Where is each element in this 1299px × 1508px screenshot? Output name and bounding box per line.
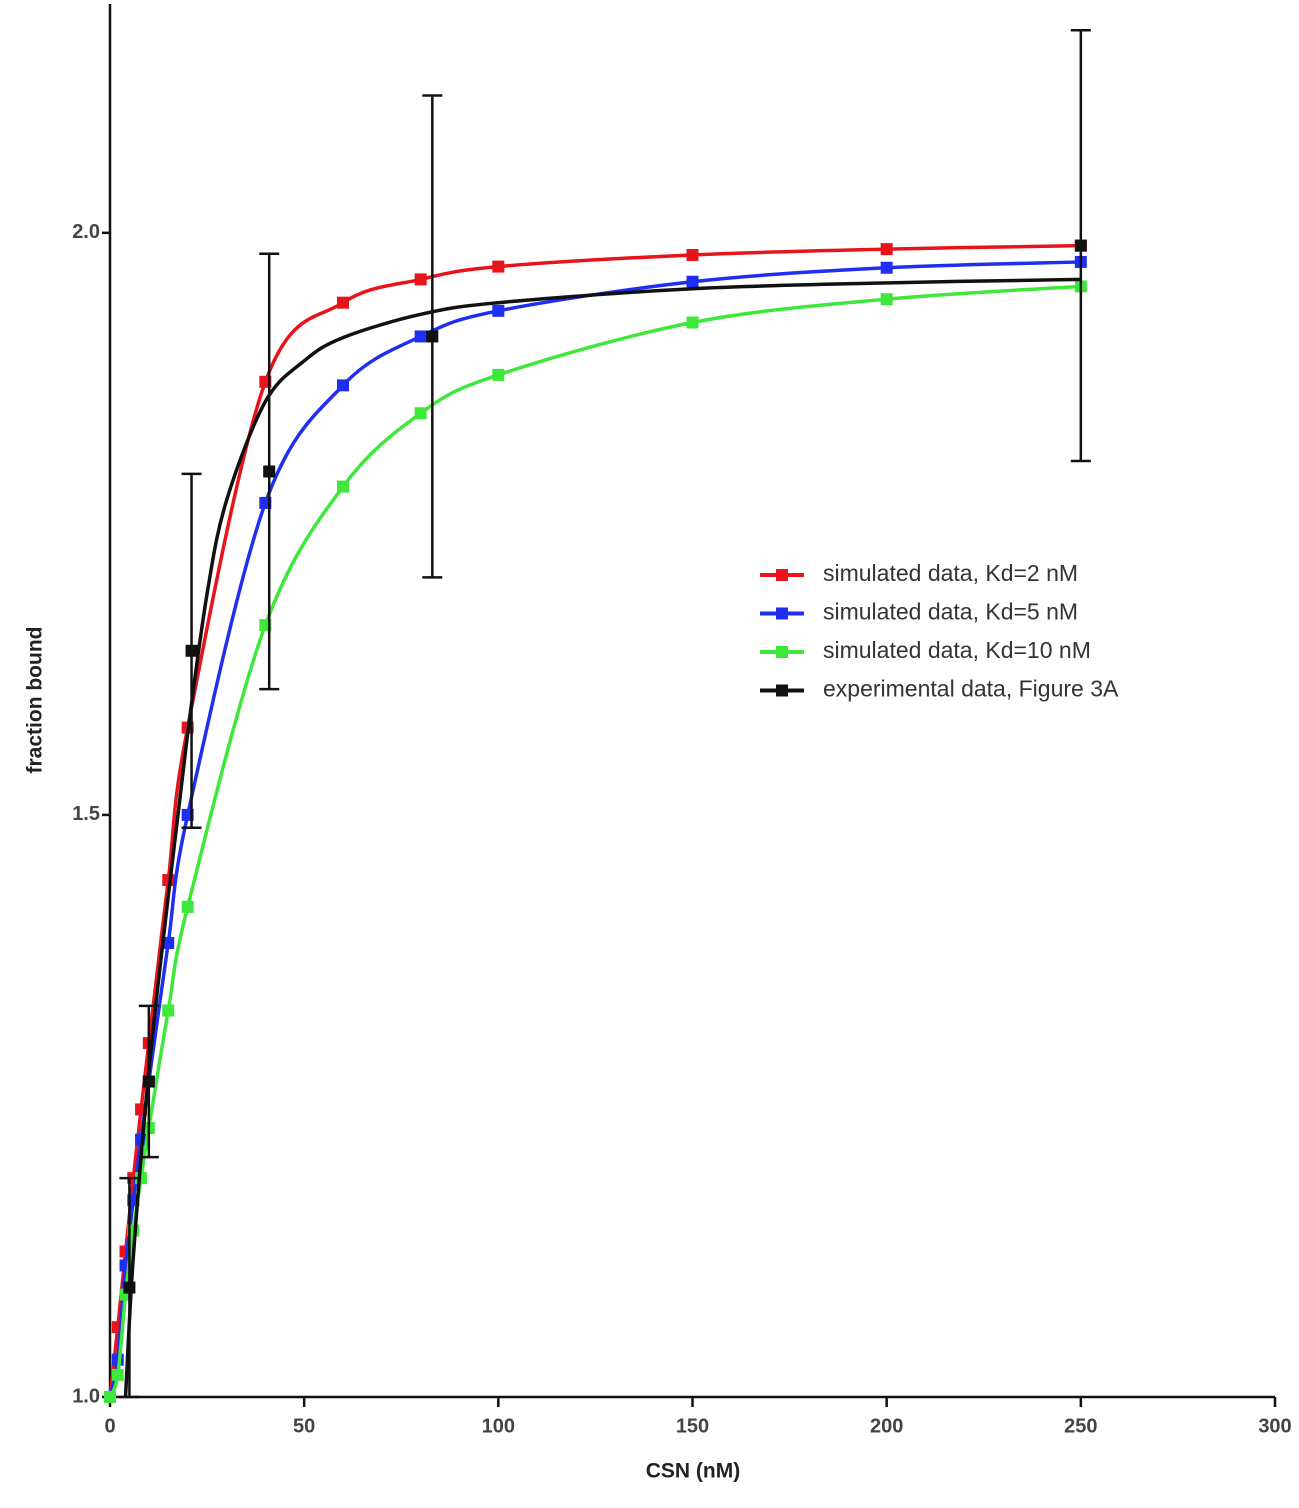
marker (426, 330, 439, 343)
series-line (108, 260, 1081, 1398)
series (119, 29, 1091, 1399)
marker (185, 644, 198, 657)
marker (119, 1259, 132, 1272)
x-tick-label: 250 (1064, 1415, 1097, 1437)
legend-marker (776, 646, 788, 658)
marker (104, 1391, 116, 1403)
marker (162, 936, 175, 949)
marker (162, 1004, 175, 1017)
marker (1074, 239, 1087, 252)
marker (686, 316, 699, 329)
x-tick-label: 200 (870, 1415, 903, 1437)
series-line (108, 284, 1081, 1398)
x-tick-label: 150 (676, 1415, 709, 1437)
marker (686, 248, 699, 261)
marker (263, 465, 276, 478)
marker (181, 900, 194, 913)
x-tick-label: 300 (1258, 1415, 1291, 1437)
marker (686, 275, 699, 288)
marker (880, 293, 893, 306)
legend-marker (776, 684, 788, 697)
x-axis-label: CSN (nM) (646, 1460, 740, 1483)
x-tick-label: 0 (104, 1415, 115, 1437)
legend-label: experimental data, Figure 3A (823, 676, 1119, 702)
marker (119, 1288, 132, 1301)
y-tick-label: 1.0 (72, 1385, 100, 1407)
x-tick-label: 50 (293, 1415, 315, 1437)
marker (492, 304, 505, 317)
legend-label: simulated data, Kd=10 nM (823, 637, 1091, 663)
y-tick-label: 2.0 (72, 221, 100, 243)
y-tick-label: 1.5 (72, 803, 100, 825)
marker (337, 296, 349, 309)
legend-label: simulated data, Kd=5 nM (823, 599, 1078, 625)
y-axis-label: fraction bound (24, 627, 47, 774)
x-tick-label: 100 (482, 1415, 515, 1437)
series (104, 239, 1087, 1403)
marker (123, 1281, 136, 1294)
marker (414, 407, 427, 420)
marker (880, 261, 893, 274)
marker (414, 273, 427, 286)
legend-marker (776, 569, 788, 581)
marker (492, 368, 505, 381)
marker (880, 243, 893, 256)
legend-marker (776, 607, 788, 620)
marker (414, 330, 427, 343)
marker (337, 379, 349, 392)
marker (337, 480, 349, 493)
series (104, 280, 1087, 1403)
marker (142, 1075, 155, 1088)
marker (492, 260, 505, 273)
legend-label: simulated data, Kd=2 nM (823, 560, 1078, 586)
marker (111, 1368, 124, 1381)
